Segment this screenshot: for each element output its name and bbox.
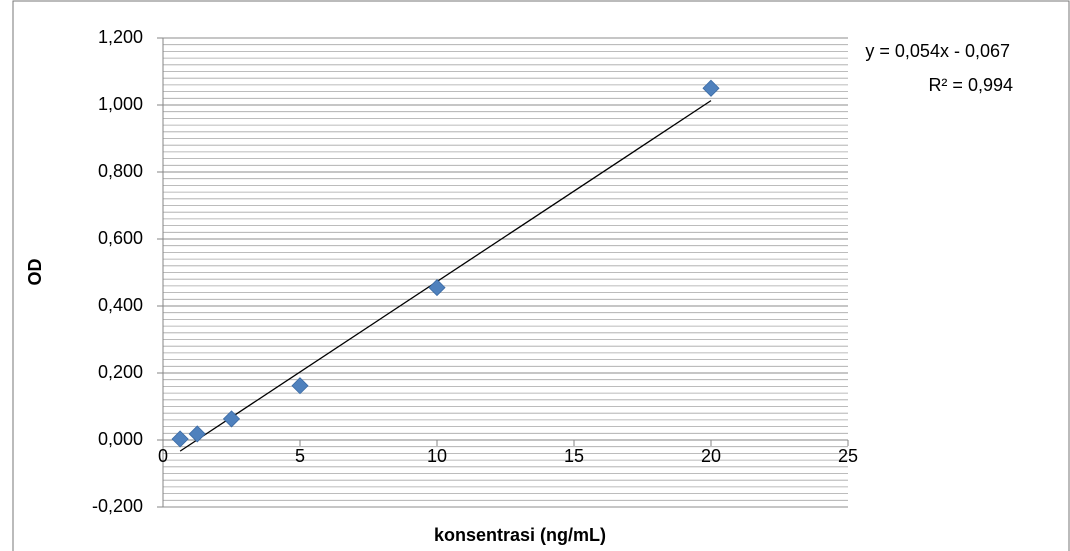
x-tick-label: 5 bbox=[295, 446, 305, 466]
y-tick-label: 0,000 bbox=[98, 429, 143, 449]
x-tick-label: 25 bbox=[838, 446, 858, 466]
x-axis-label: konsentrasi (ng/mL) bbox=[434, 525, 606, 545]
y-axis-label: OD bbox=[25, 258, 45, 285]
data-point bbox=[171, 430, 189, 448]
y-tick-label: 1,200 bbox=[98, 27, 143, 47]
data-point bbox=[428, 279, 446, 297]
y-tick-label: -0,200 bbox=[92, 496, 143, 516]
trendline bbox=[179, 100, 712, 452]
x-tick-label: 10 bbox=[427, 446, 447, 466]
x-tick-label: 15 bbox=[564, 446, 584, 466]
trendline-equation: y = 0,054x - 0,067 bbox=[865, 41, 1010, 61]
data-point bbox=[291, 377, 309, 395]
chart-border bbox=[12, 0, 1070, 551]
y-tick-label: 1,000 bbox=[98, 94, 143, 114]
y-tick-label: 0,400 bbox=[98, 295, 143, 315]
data-point bbox=[702, 79, 720, 97]
y-tick-label: 0,800 bbox=[98, 161, 143, 181]
x-tick-label: 20 bbox=[701, 446, 721, 466]
y-tick-label: 0,600 bbox=[98, 228, 143, 248]
x-tick-label: 0 bbox=[158, 446, 168, 466]
data-point bbox=[222, 410, 241, 428]
trendline-r-squared: R² = 0,994 bbox=[928, 75, 1013, 95]
data-point bbox=[188, 425, 206, 443]
y-tick-label: 0,200 bbox=[98, 362, 143, 382]
